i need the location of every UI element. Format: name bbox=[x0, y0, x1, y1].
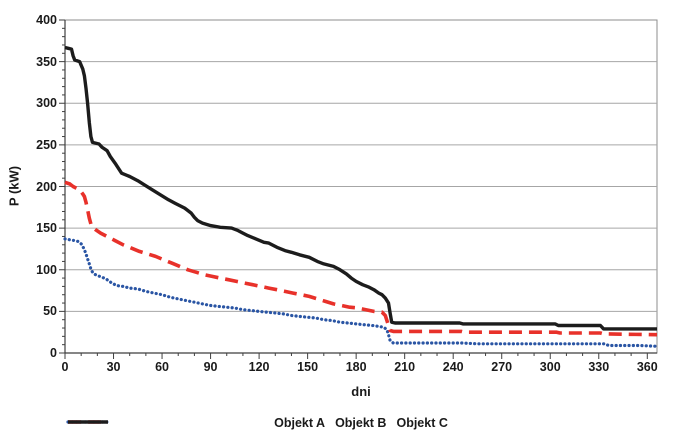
x-tick-label: 300 bbox=[539, 360, 561, 374]
legend-item-objekt-a: Objekt A bbox=[66, 416, 326, 430]
y-tick-label: 350 bbox=[36, 54, 57, 69]
x-tick-label: 270 bbox=[491, 360, 513, 374]
series-line-objekt-c bbox=[64, 45, 657, 331]
legend-label-objekt-c: Objekt C bbox=[396, 416, 448, 430]
y-tick-label: 0 bbox=[50, 346, 57, 360]
x-tick-label: 210 bbox=[394, 360, 416, 374]
y-tick-label: 100 bbox=[36, 262, 57, 277]
series-line-objekt-b bbox=[64, 180, 658, 337]
legend-label-objekt-a: Objekt A bbox=[274, 416, 326, 430]
y-axis-title: P (kW) bbox=[6, 165, 22, 207]
y-tick-label: 300 bbox=[36, 96, 57, 111]
y-tick-label: 200 bbox=[36, 179, 57, 194]
legend: Objekt A Objekt B Objekt C bbox=[65, 416, 657, 430]
x-tick-label: 330 bbox=[588, 360, 610, 374]
x-tick-label: 0 bbox=[61, 360, 69, 374]
y-tick-label: 150 bbox=[36, 221, 57, 236]
x-tick-label: 60 bbox=[155, 360, 169, 374]
series-line-objekt-a bbox=[63, 237, 659, 348]
x-tick-label: 180 bbox=[345, 360, 367, 374]
x-tick-label: 240 bbox=[442, 360, 464, 374]
legend-item-objekt-b: Objekt B bbox=[68, 416, 387, 430]
objekt-c-line-swatch-icon bbox=[68, 420, 108, 424]
legend-label-objekt-b: Objekt B bbox=[335, 416, 387, 430]
y-tick-label: 50 bbox=[43, 304, 57, 319]
y-tick-label: 250 bbox=[36, 137, 57, 152]
x-tick-label: 120 bbox=[248, 360, 270, 374]
x-tick-label: 360 bbox=[636, 360, 658, 374]
x-axis-title: dni bbox=[351, 384, 371, 399]
legend-item-objekt-c: Objekt C bbox=[68, 416, 448, 430]
y-tick-label: 400 bbox=[36, 13, 57, 27]
x-tick-label: 150 bbox=[297, 360, 319, 374]
x-tick-label: 90 bbox=[203, 360, 218, 374]
x-tick-label: 30 bbox=[106, 360, 121, 374]
